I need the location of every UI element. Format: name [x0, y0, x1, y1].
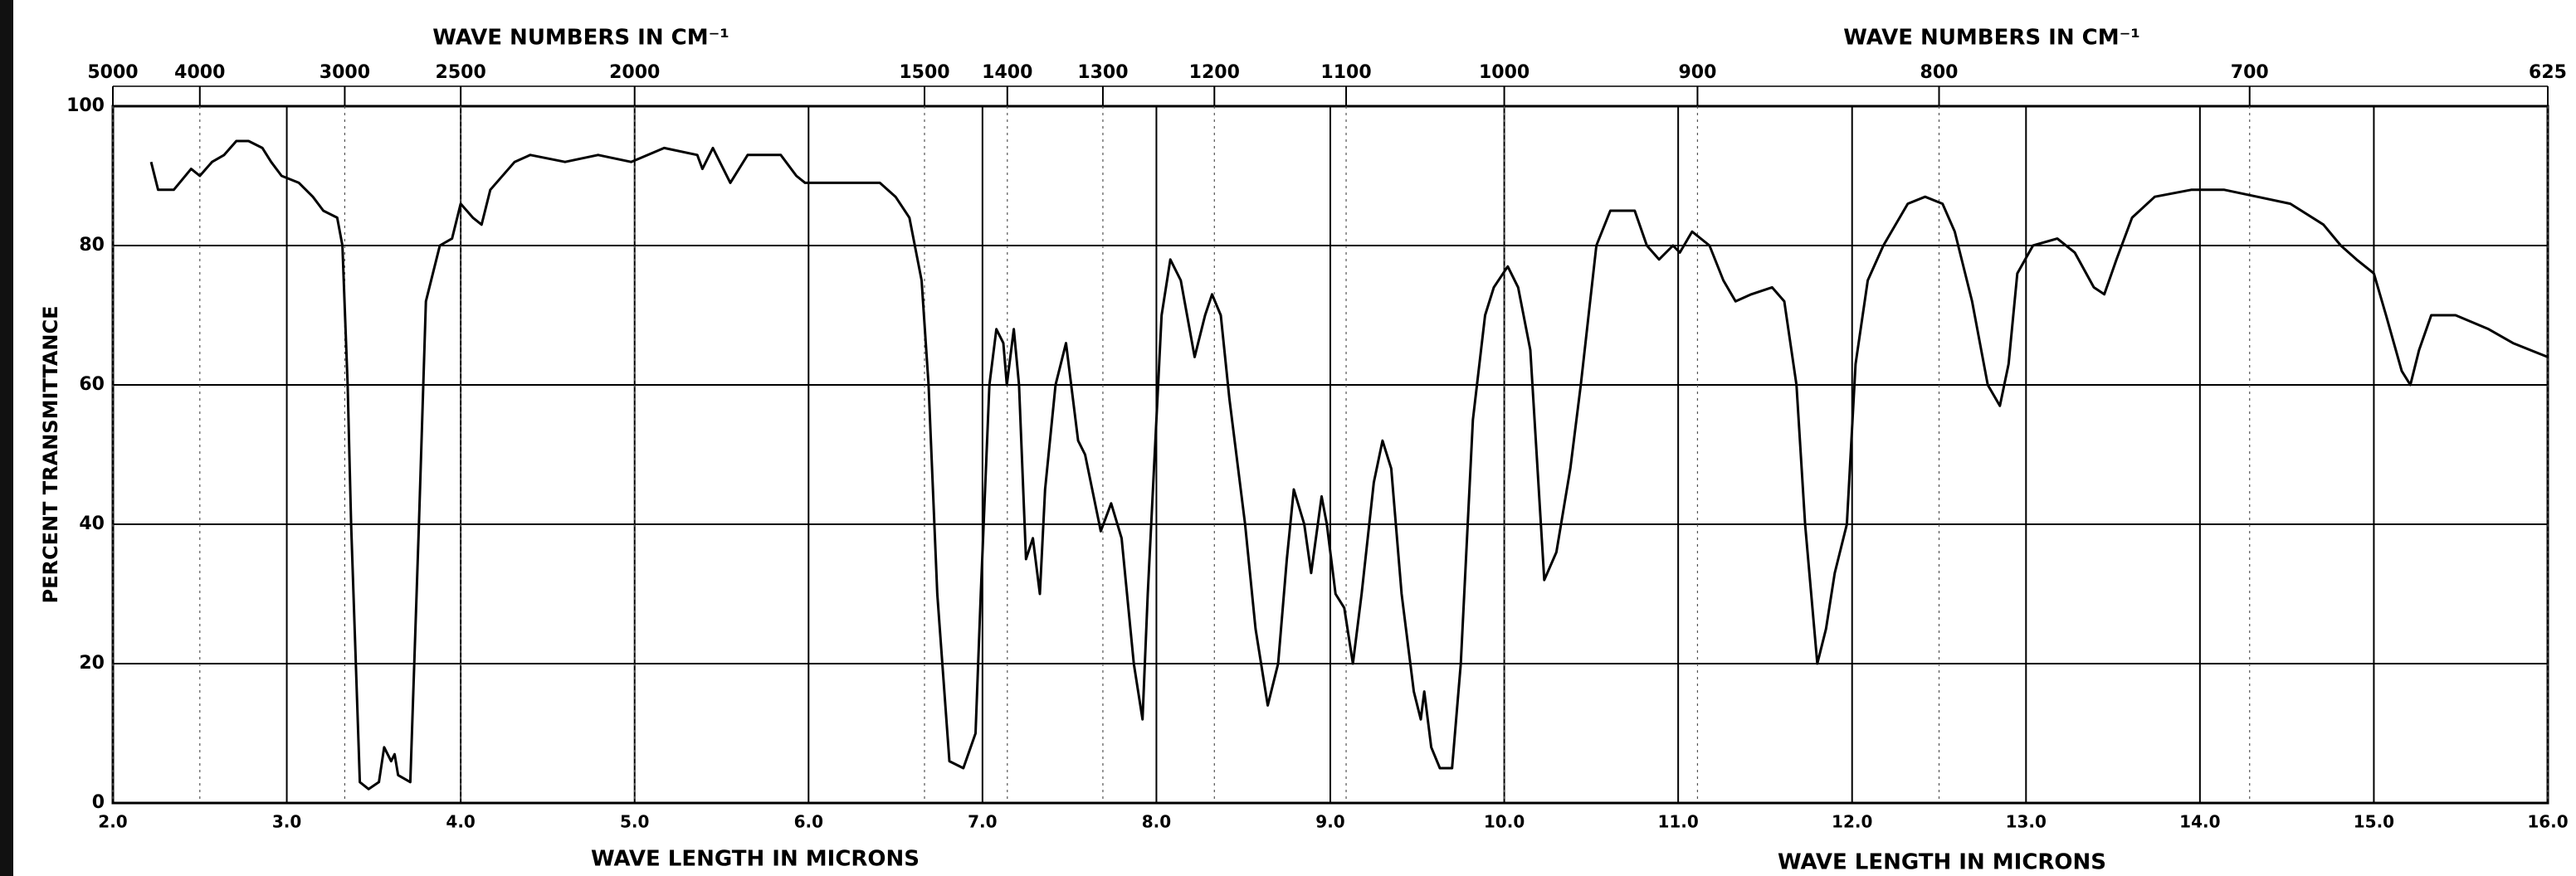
spectrum-line	[149, 139, 2549, 791]
x2-tick-label: 1200	[1189, 62, 1240, 83]
x2-tick-label: 1000	[1479, 62, 1530, 83]
x-tick-label: 15.0	[2354, 812, 2394, 832]
x2-tick-label: 625	[2529, 62, 2567, 83]
x-tick-label: 9.0	[1315, 812, 1344, 832]
y-axis-title: PERCENT TRANSMITTANCE	[39, 306, 62, 604]
x2-tick-label: 2500	[436, 62, 486, 83]
x2-axis-title: WAVE NUMBERS IN CM⁻¹	[1843, 26, 2139, 51]
x2-tick-label: 1500	[899, 62, 949, 83]
x2-tick-label: 3000	[320, 62, 370, 83]
x-tick-label: 4.0	[446, 812, 475, 832]
y-tick-label: 40	[79, 513, 105, 534]
y-tick-label: 60	[79, 374, 105, 395]
x2-tick-label: 1300	[1077, 62, 1128, 83]
x-tick-label: 12.0	[1832, 812, 1872, 832]
y-tick-label: 100	[66, 95, 105, 116]
x2-tick-label: 1400	[982, 62, 1032, 83]
x-tick-label: 3.0	[272, 812, 301, 832]
x2-tick-label: 800	[1920, 62, 1959, 83]
x-tick-label: 11.0	[1657, 812, 1698, 832]
x-axis-title: WAVE LENGTH IN MICRONS	[1778, 850, 2106, 875]
x-tick-label: 5.0	[620, 812, 649, 832]
x2-tick-label: 900	[1678, 62, 1716, 83]
x-tick-label: 8.0	[1142, 812, 1171, 832]
x2-tick-label: 5000	[87, 62, 138, 83]
scan-edge	[0, 0, 13, 876]
x-tick-label: 7.0	[968, 812, 997, 832]
x2-axis-title: WAVE NUMBERS IN CM⁻¹	[432, 26, 729, 51]
y-tick-label: 80	[79, 235, 105, 256]
x-tick-label: 14.0	[2179, 812, 2220, 832]
x2-tick-label: 4000	[174, 62, 225, 83]
y-tick-label: 20	[79, 653, 105, 674]
y-tick-label: 0	[92, 792, 105, 813]
x-tick-label: 13.0	[2006, 812, 2047, 832]
x2-tick-label: 700	[2231, 62, 2269, 83]
x-tick-label: 16.0	[2527, 812, 2568, 832]
x-tick-label: 2.0	[98, 812, 127, 832]
x-tick-label: 10.0	[1484, 812, 1525, 832]
x2-tick-label: 1100	[1320, 62, 1371, 83]
x-tick-label: 6.0	[794, 812, 823, 832]
x2-tick-label: 2000	[609, 62, 660, 83]
x-axis-title: WAVE LENGTH IN MICRONS	[591, 847, 920, 872]
